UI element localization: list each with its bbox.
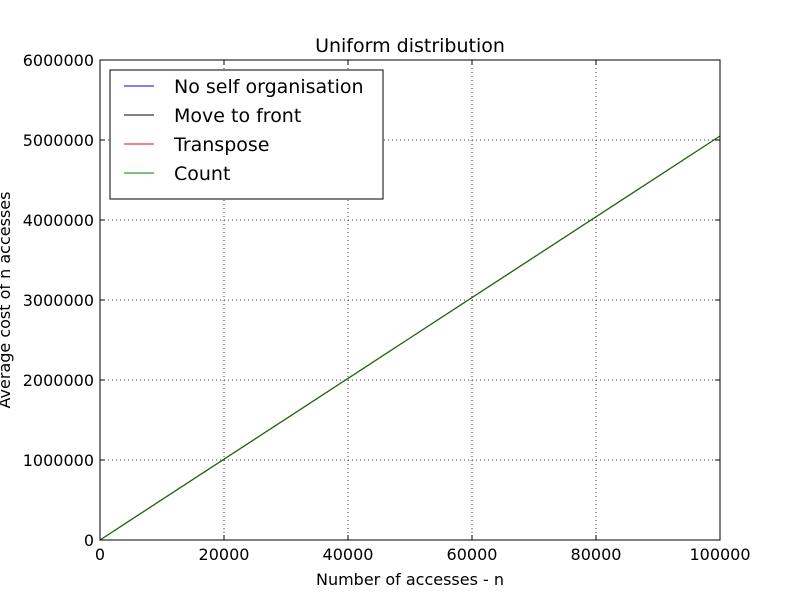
x-tick-label: 100000 [689, 545, 750, 564]
y-axis-label: Average cost of n accesses [0, 192, 14, 409]
legend-label: Transpose [173, 134, 269, 156]
x-tick-label: 80000 [571, 545, 622, 564]
y-tick-label: 0 [84, 531, 94, 550]
legend-label: Count [174, 163, 230, 185]
x-axis-label: Number of accesses - n [316, 570, 504, 589]
chart-title: Uniform distribution [315, 35, 505, 57]
x-tick-label: 0 [95, 545, 105, 564]
x-tick-label: 60000 [447, 545, 498, 564]
series-line [99, 135, 721, 541]
legend: No self organisation Move to front Transpo… [109, 69, 384, 200]
x-tick-label: 40000 [323, 545, 374, 564]
legend-label: No self organisation [174, 76, 364, 98]
axis-ticks: 0 20000 40000 60000 80000 1000000100000020000… [23, 51, 751, 564]
y-tick-label: 4000000 [23, 211, 94, 230]
y-tick-label: 6000000 [23, 51, 94, 70]
y-tick-label: 3000000 [23, 291, 94, 310]
x-tick-label: 20000 [199, 545, 250, 564]
series-lines [99, 135, 721, 541]
y-tick-label: 5000000 [23, 131, 94, 150]
y-tick-label: 1000000 [23, 451, 94, 470]
legend-label: Move to front [174, 105, 301, 127]
legend-box [109, 69, 384, 200]
y-tick-label: 2000000 [23, 371, 94, 390]
